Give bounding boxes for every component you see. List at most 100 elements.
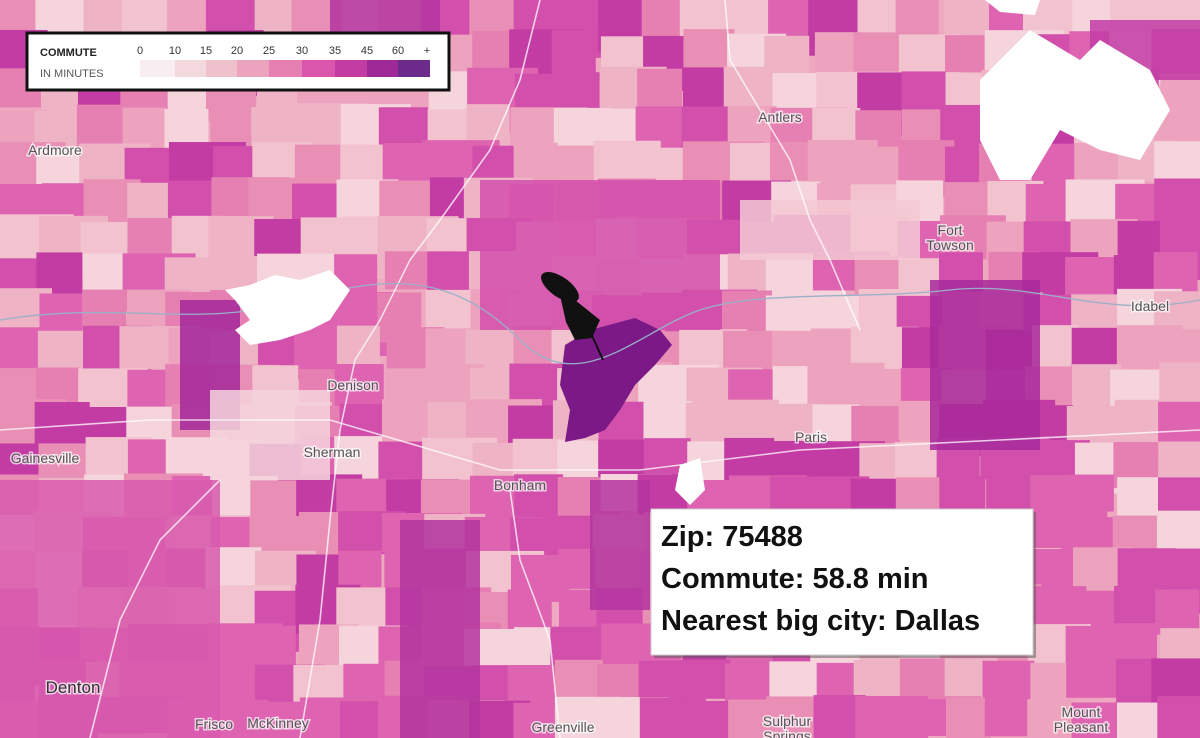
place-name-line: Denison (327, 377, 378, 393)
legend-stop-label: 20 (231, 45, 243, 57)
region (945, 35, 989, 73)
unpopulated-area (675, 458, 705, 505)
place-label: Sulphur Springs (763, 713, 812, 738)
region (1068, 474, 1114, 512)
river (0, 283, 1200, 365)
region (300, 217, 345, 257)
place-name-line: Pleasant (1054, 719, 1109, 735)
legend-stop-label: 25 (263, 45, 275, 57)
place-name-line: Towson (926, 237, 973, 253)
legend-swatch (237, 60, 269, 77)
legend-stop-label: 10 (169, 45, 181, 57)
place-name-line: McKinney (247, 715, 308, 731)
place-label: Bonham (494, 477, 546, 493)
place-name-line: Sherman (304, 444, 361, 460)
place-label: Denison (327, 377, 378, 393)
region (1111, 623, 1158, 662)
legend-stop-label: 60 (392, 45, 404, 57)
region (1116, 702, 1162, 738)
place-label: Paris (795, 429, 827, 445)
region (740, 200, 920, 260)
legend-stop-label: 35 (329, 45, 341, 57)
region (400, 520, 480, 738)
place-labels: Antlers Ardmore Fort Towson Idabel Denison Par… (9, 107, 1170, 738)
place-label: Frisco (195, 716, 233, 732)
info-line: Zip: 75488 (661, 521, 803, 553)
road (509, 489, 561, 738)
legend-swatch (140, 60, 175, 77)
place-label: Sherman (304, 444, 361, 460)
place-label: Ardmore (28, 142, 82, 158)
legend-swatch (302, 60, 335, 77)
region (853, 32, 903, 72)
legend-swatch (269, 60, 302, 77)
legend-swatch (398, 60, 430, 77)
region (0, 480, 220, 738)
road (724, 0, 861, 331)
region (1112, 515, 1159, 553)
place-label: Gainesville (11, 450, 80, 466)
place-name-line: Fort (938, 222, 963, 238)
info-line: Commute: 58.8 min (661, 563, 929, 595)
region (930, 280, 1040, 450)
legend-swatch (367, 60, 398, 77)
legend-swatch (206, 60, 237, 77)
legend-subtitle: IN MINUTES (40, 68, 104, 80)
info-panel (650, 508, 1034, 656)
lake (980, 30, 1170, 180)
legend-stop-label: 0 (137, 45, 143, 57)
lake (225, 270, 350, 345)
place-name-line: Paris (795, 429, 827, 445)
place-name-line: Gainesville (11, 450, 80, 466)
place-name-line: Antlers (758, 109, 802, 125)
region (643, 401, 693, 446)
place-label: Antlers (758, 109, 802, 125)
region (480, 180, 720, 330)
place-label: Fort Towson (926, 222, 973, 253)
place-name-line: Greenville (531, 719, 594, 735)
legend-title: COMMUTE (40, 47, 97, 59)
highlighted-zip (560, 318, 672, 442)
legend-stop-label: 15 (200, 45, 212, 57)
place-name-line: Sulphur (763, 713, 812, 729)
legend-swatch (335, 60, 367, 77)
legend-swatch (175, 60, 206, 77)
region (34, 110, 80, 148)
place-name-line: Frisco (195, 716, 233, 732)
road (0, 419, 1200, 471)
region (36, 367, 80, 406)
place-name-line: Bonham (494, 477, 546, 493)
region (901, 699, 954, 737)
legend-stop-label: 45 (361, 45, 373, 57)
region (681, 659, 731, 699)
road (89, 479, 221, 738)
region (1157, 696, 1200, 738)
legend-stop-label: 30 (296, 45, 308, 57)
region (984, 697, 1029, 737)
info-box: Zip: 75488 Commute: 58.8 min Nearest big c… (650, 508, 1036, 658)
legend: COMMUTE IN MINUTES 0 10 15 20 25 30 35 45 60 + (25, 31, 451, 92)
region (945, 697, 991, 738)
region (210, 390, 330, 480)
place-name-line: Idabel (1131, 298, 1169, 314)
region (1027, 699, 1076, 738)
info-line: Nearest big city: Dallas (661, 605, 980, 637)
region (1158, 477, 1200, 515)
place-name-line: Springs (763, 728, 810, 738)
region (1153, 252, 1198, 296)
place-label: Mount Pleasant (1054, 704, 1109, 735)
place-name-line: Mount (1062, 704, 1101, 720)
region (590, 480, 650, 610)
road (299, 0, 541, 738)
legend-stop-label: + (424, 45, 430, 57)
lake (985, 0, 1040, 15)
pin-head (541, 271, 579, 303)
place-name-line: Denton (46, 678, 101, 697)
pushpin (541, 271, 604, 361)
place-label: McKinney (247, 715, 308, 731)
region (1155, 589, 1200, 635)
place-label: Denton (46, 678, 101, 697)
